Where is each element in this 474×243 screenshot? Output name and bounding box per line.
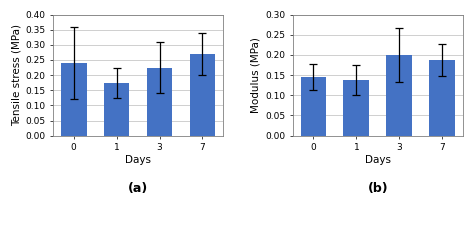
X-axis label: Days: Days — [125, 155, 151, 165]
Y-axis label: Tensile stress (MPa): Tensile stress (MPa) — [11, 24, 21, 126]
Bar — [344, 80, 369, 136]
Y-axis label: Modulus (MPa): Modulus (MPa) — [251, 37, 261, 113]
Bar — [104, 83, 129, 136]
Bar — [190, 54, 215, 136]
Bar — [61, 63, 87, 136]
Bar — [146, 68, 173, 136]
Text: (b): (b) — [367, 182, 388, 195]
Text: (a): (a) — [128, 182, 148, 195]
Bar — [386, 55, 412, 136]
X-axis label: Days: Days — [365, 155, 391, 165]
Bar — [429, 60, 455, 136]
Bar — [301, 77, 326, 136]
